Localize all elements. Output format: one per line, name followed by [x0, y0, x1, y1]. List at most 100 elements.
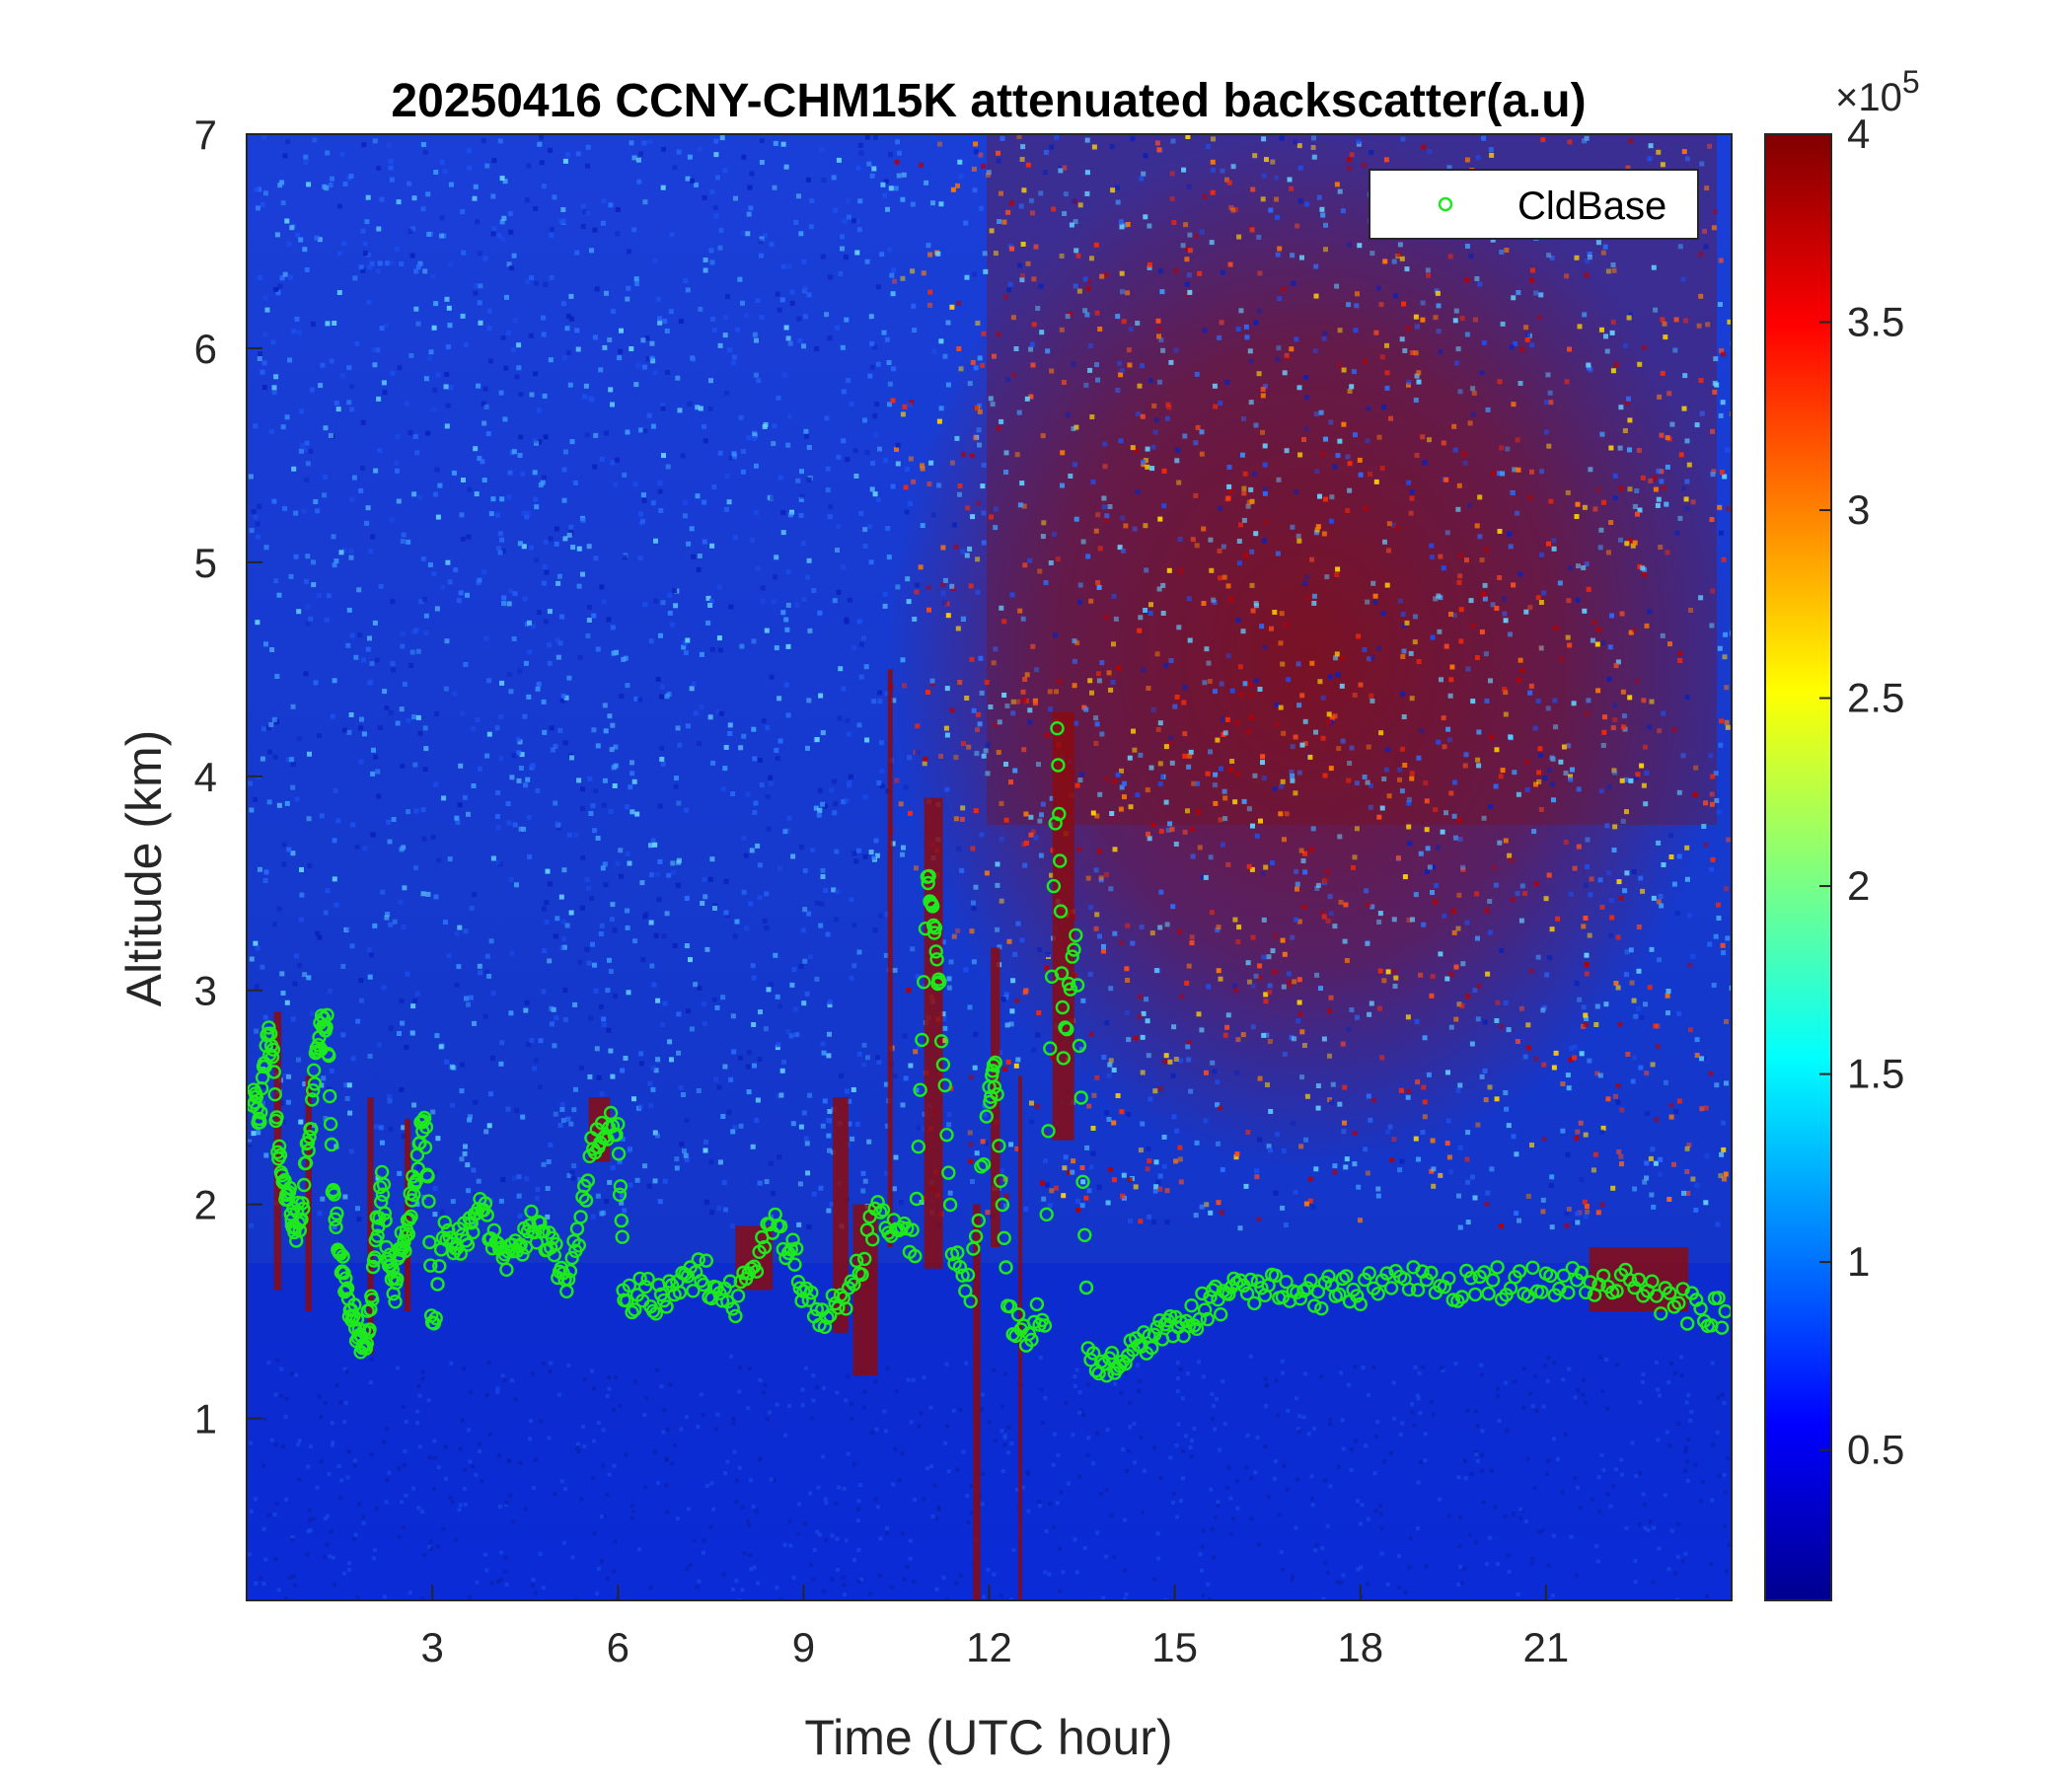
heatmap-speckle: [411, 491, 417, 497]
heatmap-speckle: [1056, 1452, 1061, 1457]
heatmap-speckle: [371, 747, 376, 753]
heatmap-speckle: [1611, 768, 1617, 774]
heatmap-speckle: [722, 766, 728, 772]
heatmap-speckle: [808, 1491, 813, 1496]
heatmap-speckle: [524, 999, 530, 1005]
heatmap-speckle: [629, 140, 634, 146]
heatmap-speckle: [888, 185, 894, 191]
heatmap-speckle: [999, 1429, 1004, 1434]
heatmap-speckle: [650, 1086, 656, 1092]
heatmap-speckle: [1426, 272, 1432, 278]
heatmap-speckle: [779, 297, 785, 303]
heatmap-speckle: [1447, 254, 1453, 259]
heatmap-speckle: [637, 555, 643, 561]
heatmap-speckle: [640, 518, 645, 524]
heatmap-speckle: [602, 777, 608, 783]
heatmap-speckle: [753, 463, 759, 469]
heatmap-speckle: [1372, 599, 1378, 605]
heatmap-speckle: [862, 794, 868, 800]
heatmap-speckle: [532, 438, 538, 444]
heatmap-speckle: [570, 545, 576, 551]
heatmap-speckle: [559, 1479, 564, 1484]
heatmap-speckle: [361, 657, 366, 663]
heatmap-speckle: [1256, 975, 1262, 981]
heatmap-speckle: [757, 862, 763, 868]
heatmap-speckle: [1551, 1533, 1556, 1538]
heatmap-speckle: [759, 160, 765, 165]
heatmap-speckle: [1698, 293, 1704, 299]
heatmap-speckle: [728, 604, 734, 610]
heatmap-speckle: [350, 822, 356, 828]
heatmap-speckle: [931, 348, 937, 354]
heatmap-speckle: [842, 1486, 847, 1491]
heatmap-speckle: [1464, 557, 1469, 563]
heatmap-speckle: [1676, 853, 1682, 859]
heatmap-speckle: [684, 1415, 689, 1420]
heatmap-speckle: [1661, 862, 1666, 867]
heatmap-speckle: [839, 1073, 844, 1078]
heatmap-speckle: [1249, 582, 1255, 588]
heatmap-speckle: [570, 1175, 576, 1181]
heatmap-speckle: [1238, 692, 1244, 698]
heatmap-speckle: [702, 194, 707, 200]
heatmap-speckle: [789, 300, 795, 306]
heatmap-speckle: [410, 226, 416, 232]
heatmap-speckle: [661, 933, 667, 939]
heatmap-speckle: [964, 1361, 969, 1366]
heatmap-speckle: [432, 1439, 437, 1443]
heatmap-speckle: [256, 534, 261, 540]
heatmap-speckle: [1143, 153, 1148, 159]
heatmap-speckle: [1709, 623, 1715, 629]
heatmap-speckle: [847, 1121, 852, 1127]
heatmap-speckle: [830, 1577, 835, 1582]
heatmap-speckle: [1241, 416, 1246, 421]
heatmap-speckle: [1565, 634, 1571, 640]
heatmap-speckle: [1604, 1357, 1609, 1362]
heatmap-speckle: [684, 1155, 690, 1161]
heatmap-speckle: [560, 218, 566, 224]
heatmap-speckle: [432, 1212, 438, 1218]
heatmap-speckle: [1012, 951, 1018, 957]
heatmap-speckle: [1182, 685, 1188, 691]
heatmap-speckle: [1080, 1179, 1086, 1185]
heatmap-speckle: [676, 800, 682, 806]
heatmap-speckle: [542, 564, 548, 570]
heatmap-speckle: [1479, 1468, 1484, 1473]
heatmap-speckle: [1676, 1098, 1682, 1104]
heatmap-speckle: [717, 1159, 723, 1165]
heatmap-speckle: [500, 236, 506, 242]
heatmap-speckle: [1714, 1082, 1720, 1088]
heatmap-speckle: [249, 807, 255, 813]
heatmap-speckle: [1446, 1514, 1451, 1518]
heatmap-speckle: [263, 641, 268, 647]
heatmap-speckle: [619, 694, 625, 700]
heatmap-speckle: [638, 511, 643, 517]
heatmap-speckle: [420, 1376, 425, 1381]
heatmap-speckle: [1179, 1499, 1183, 1503]
heatmap-speckle: [498, 1505, 502, 1509]
heatmap-speckle: [1660, 370, 1665, 376]
heatmap-speckle: [1650, 1147, 1656, 1152]
heatmap-speckle: [826, 1133, 832, 1139]
heatmap-speckle: [1347, 461, 1353, 467]
heatmap-speckle: [1241, 485, 1247, 491]
heatmap-speckle: [1275, 1132, 1281, 1138]
heatmap-speckle: [577, 1177, 583, 1183]
heatmap-speckle: [902, 1577, 907, 1582]
heatmap-speckle: [981, 331, 987, 336]
heatmap-speckle: [1187, 753, 1193, 759]
heatmap-speckle: [1481, 339, 1487, 345]
heatmap-speckle: [772, 599, 777, 605]
heatmap-speckle: [1663, 1493, 1667, 1498]
heatmap-speckle: [328, 989, 333, 995]
heatmap-speckle: [660, 406, 666, 411]
heatmap-speckle: [640, 957, 646, 963]
heatmap-speckle: [803, 1136, 809, 1142]
heatmap-speckle: [1245, 729, 1251, 735]
heatmap-speckle: [882, 603, 888, 609]
heatmap-speckle: [938, 201, 944, 207]
heatmap-speckle: [901, 172, 907, 178]
heatmap-speckle: [1628, 138, 1634, 144]
heatmap-speckle: [1302, 869, 1308, 875]
heatmap-speckle: [1101, 504, 1107, 510]
